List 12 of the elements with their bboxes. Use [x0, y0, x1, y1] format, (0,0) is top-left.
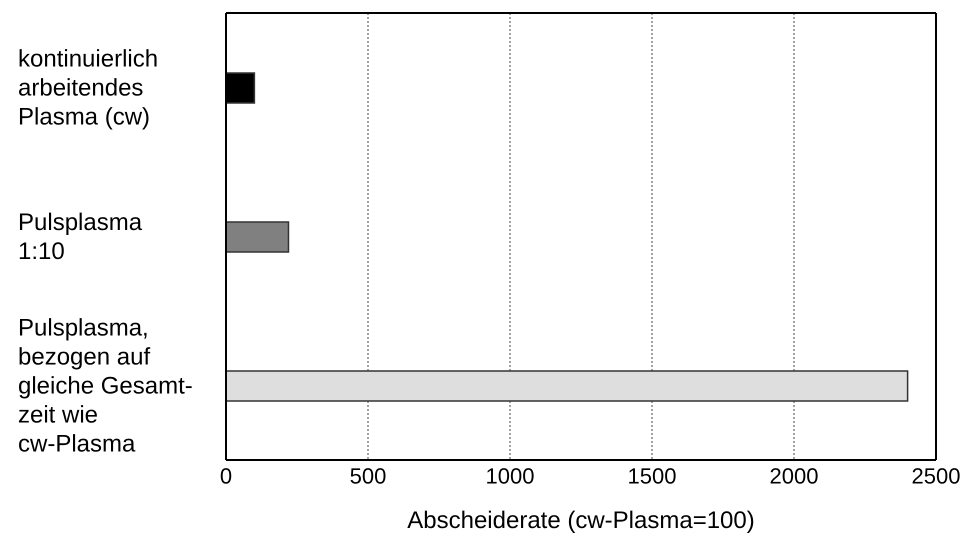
- y-tick-label: Pulsplasma 1:10: [18, 208, 143, 264]
- x-tick-label: 500: [350, 464, 386, 489]
- x-axis-title: Abscheiderate (cw-Plasma=100): [407, 507, 755, 534]
- x-tick-label: 0: [220, 464, 232, 489]
- y-tick-label: kontinuierlich arbeitendes Plasma (cw): [18, 45, 158, 130]
- x-tick-label: 1000: [486, 464, 534, 489]
- x-tick-label: 1500: [628, 464, 676, 489]
- x-tick-label: 2000: [770, 464, 818, 489]
- bar: [226, 221, 290, 253]
- y-tick-label: Pulsplasma, bezogen auf gleiche Gesamt- zeit wie cw-Plasma: [18, 314, 193, 457]
- bar: [226, 370, 908, 402]
- x-tick-label: 2500: [912, 464, 960, 489]
